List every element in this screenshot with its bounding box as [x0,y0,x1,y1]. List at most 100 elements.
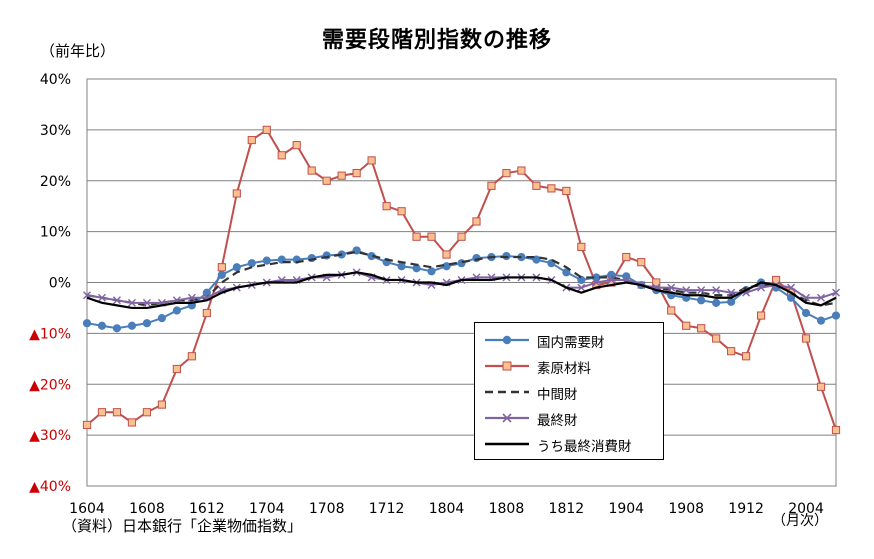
data-point [697,286,706,295]
x-tick-label: 1908 [668,501,704,517]
y-tick-label: ▲20% [29,377,71,393]
legend-item: 素原材料 [475,356,665,377]
legend-swatch [485,361,529,371]
data-point [142,298,151,307]
data-point [667,306,676,315]
data-point [786,293,796,302]
data-point [352,169,361,178]
data-point [727,347,736,356]
y-tick-label: ▲30% [29,428,71,444]
data-point [82,319,92,328]
data-point [816,316,826,325]
data-point [217,270,226,279]
legend-label: うち最終消費財 [537,439,632,455]
data-point [142,408,152,417]
data-point [757,283,766,292]
x-tick-label: 1904 [608,501,644,517]
data-point [817,293,826,302]
legend: 国内需要財 素原材料 中間財 最終財 うち最終消費財 [474,322,664,460]
data-point [727,297,736,306]
x-tick-label: 1612 [189,501,225,517]
data-point [442,250,451,259]
data-point [427,232,436,241]
y-tick-label: 20% [40,174,71,190]
data-point [801,308,811,318]
data-point [262,256,271,265]
data-point [712,334,721,343]
data-point [412,232,421,241]
data-point [127,298,136,307]
data-point [277,151,286,160]
data-point [532,181,541,190]
data-point [202,308,211,318]
data-point [97,293,106,302]
legend-item: うち最終消費財 [475,434,665,455]
data-point [397,207,406,216]
data-point [607,275,616,284]
data-point [157,400,167,409]
y-tick-label: ▲10% [29,326,71,342]
y-tick-label: 40% [40,72,71,88]
data-point [472,217,481,226]
x-tick-label: 1704 [249,501,285,517]
data-point [97,408,107,417]
data-point [307,166,316,175]
x-tick-label: 1708 [309,501,345,517]
data-point [187,293,196,302]
data-point [562,186,571,196]
data-point [547,184,556,193]
legend-swatch [485,335,529,345]
series-line-4 [86,271,837,310]
data-point [112,408,122,417]
data-point [697,324,706,333]
x-axis-unit-label: （月次） [772,513,828,529]
data-point [322,176,331,185]
data-point [742,352,751,361]
legend-item: 中間財 [475,382,665,403]
data-point [562,268,571,277]
data-point [831,311,841,320]
data-point [247,135,256,145]
data-point [816,382,826,391]
data-point [292,141,301,150]
data-point [112,296,121,305]
y-tick-label: 30% [40,123,71,139]
legend-label: 素原材料 [537,361,591,377]
legend-label: 国内需要財 [537,335,605,351]
data-point [637,258,646,267]
data-point [697,296,706,305]
legend-swatch [485,390,529,394]
data-point [667,283,676,292]
data-point [112,324,122,333]
x-tick-label: 1808 [489,501,525,517]
data-point [682,286,691,295]
data-point [127,418,137,427]
legend-swatch [485,442,529,446]
data-point [487,181,496,190]
data-point [831,425,841,435]
y-axis-unit-label: （前年比） [40,42,116,60]
data-point [217,263,226,272]
x-tick-label: 1804 [429,501,465,517]
data-point [172,364,181,374]
y-tick-label: 0% [49,276,71,292]
data-point [172,306,181,315]
legend-item: 国内需要財 [475,330,665,351]
y-tick-label: 10% [40,225,71,241]
data-point [367,156,376,165]
data-point [247,259,256,268]
data-point [82,420,92,430]
data-point [457,232,466,241]
source-note: （資料）日本銀行「企業物価指数」 [62,517,303,535]
data-point [577,242,586,251]
data-point [577,283,586,292]
data-point [622,252,631,262]
data-point [712,286,721,295]
data-point [577,275,586,285]
data-point [682,321,691,330]
legend-label: 中間財 [537,387,578,403]
data-point [157,314,166,323]
data-point [592,278,601,287]
x-tick-label: 2004 [788,501,824,517]
